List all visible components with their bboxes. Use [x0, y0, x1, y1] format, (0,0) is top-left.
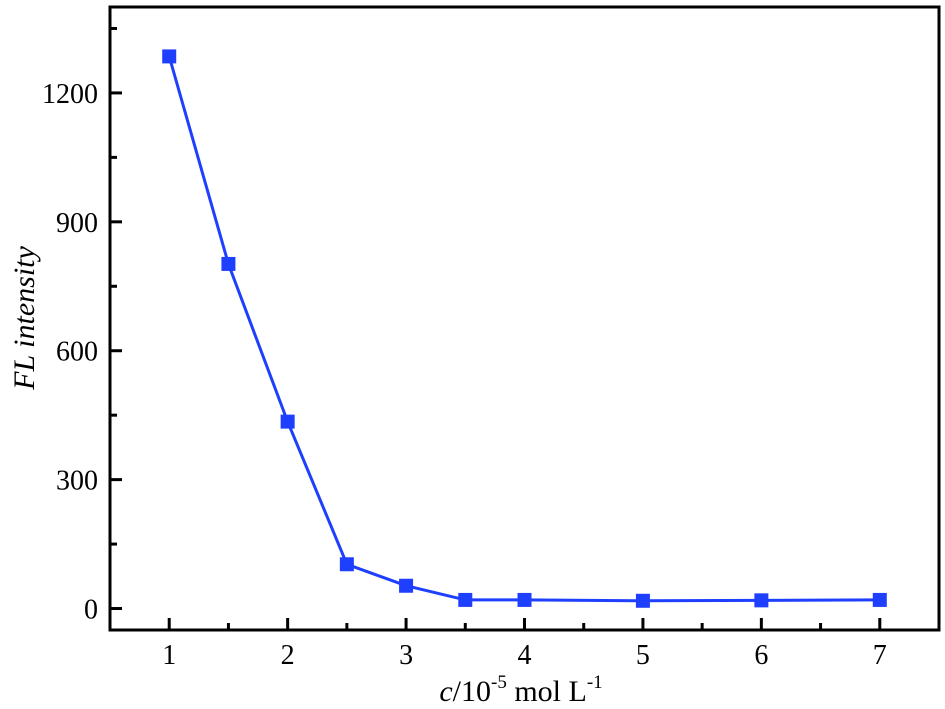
data-point	[635, 593, 650, 608]
x-axis-label: c/10-5 mol L-1	[439, 672, 602, 708]
x-tick-label: 5	[636, 640, 650, 671]
y-axis-label: FL intensity	[8, 246, 41, 391]
data-point	[339, 557, 354, 572]
series-line	[167, 55, 880, 603]
x-tick-label: 4	[518, 640, 532, 671]
y-tick-label: 1200	[42, 79, 98, 110]
x-tick-label: 3	[399, 640, 413, 671]
y-tick-label: 900	[56, 208, 98, 239]
x-tick-label: 2	[281, 640, 295, 671]
x-tick-label: 7	[873, 640, 887, 671]
data-point	[221, 256, 236, 271]
y-tick-label: 300	[56, 466, 98, 497]
series-layer	[162, 49, 887, 608]
plot-frame	[108, 5, 941, 632]
data-point	[280, 414, 295, 429]
data-point	[458, 592, 473, 607]
y-tick-label: 600	[56, 337, 98, 368]
data-point	[754, 593, 769, 608]
y-axis-ticks: 0 300 600 900 1200	[42, 26, 122, 626]
data-point	[162, 49, 177, 64]
x-axis-ticks: 1 2 3 4 5 6 7	[162, 618, 887, 671]
data-point	[872, 592, 887, 607]
data-point	[399, 578, 414, 593]
data-point	[517, 592, 532, 607]
y-tick-label: 0	[84, 595, 98, 626]
x-tick-label: 6	[754, 640, 768, 671]
x-tick-label: 1	[162, 640, 176, 671]
